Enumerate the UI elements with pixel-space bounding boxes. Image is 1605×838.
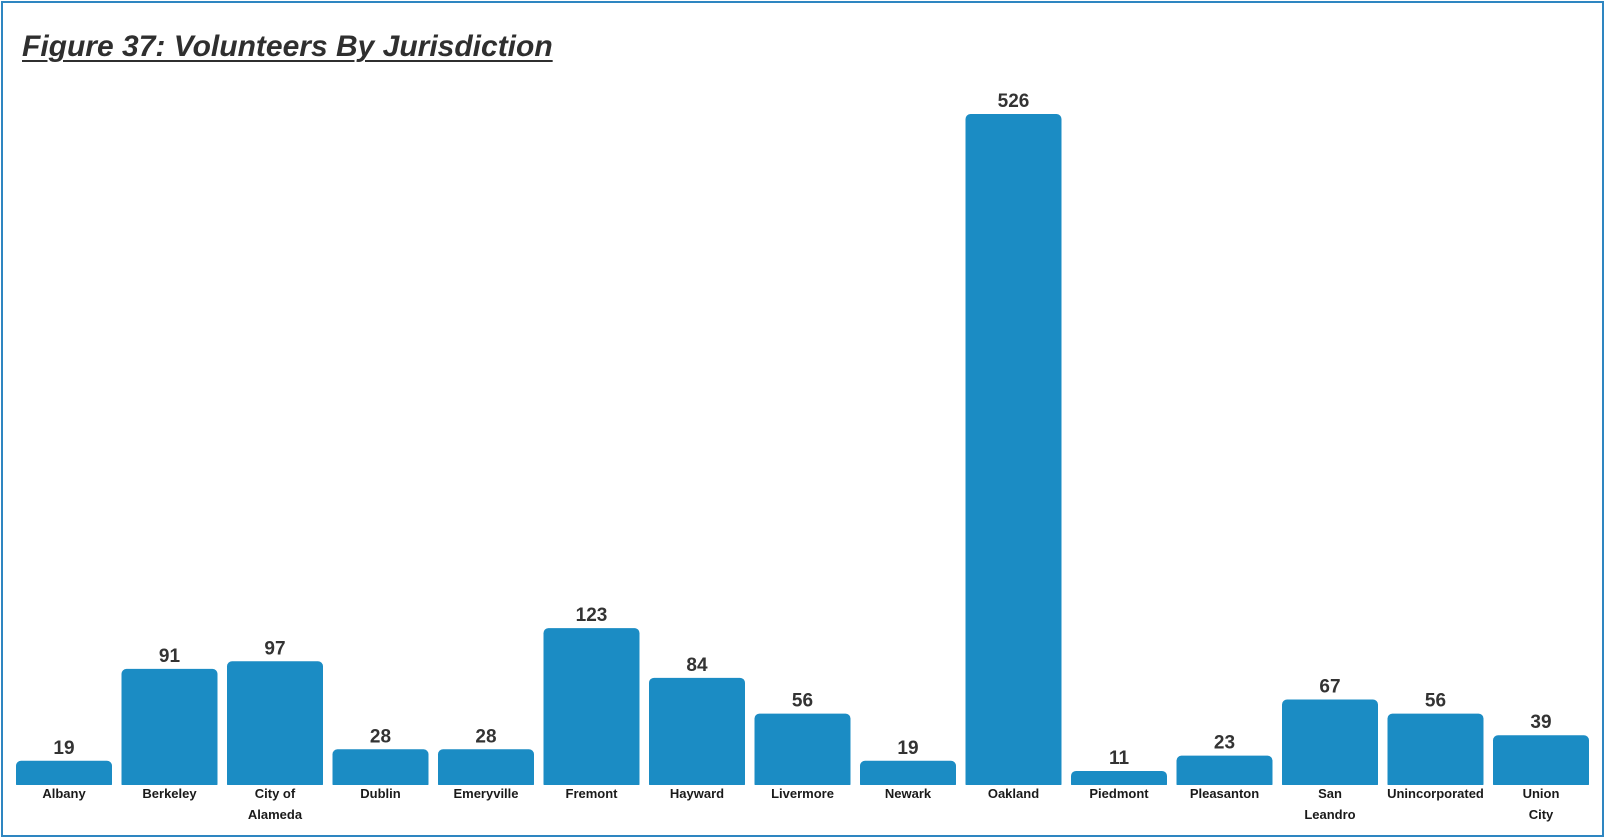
data-label-7: 56 xyxy=(792,691,813,712)
bar-9 xyxy=(965,114,1062,789)
bar-0 xyxy=(16,760,112,789)
bar-7 xyxy=(754,713,851,789)
chart-title: Figure 37: Volunteers By Jurisdiction xyxy=(22,30,553,63)
bar-6 xyxy=(649,677,745,789)
category-label-4: Emeryville xyxy=(453,786,518,801)
data-label-4: 28 xyxy=(475,726,496,747)
data-label-3: 28 xyxy=(370,726,391,747)
bar-8 xyxy=(860,760,956,789)
category-label-12: San Leandro xyxy=(1304,786,1355,822)
data-label-10: 11 xyxy=(1109,748,1130,769)
bar-12 xyxy=(1282,699,1378,789)
bar-3 xyxy=(332,749,429,789)
category-label-9: Oakland xyxy=(988,786,1039,801)
bar-4 xyxy=(438,749,534,789)
data-label-14: 39 xyxy=(1530,712,1551,733)
bar-5 xyxy=(543,628,640,789)
data-label-12: 67 xyxy=(1319,677,1340,698)
bar-11 xyxy=(1176,755,1273,789)
category-label-2: City of Alameda xyxy=(248,786,303,822)
bar-14 xyxy=(1493,735,1589,789)
data-label-13: 56 xyxy=(1425,691,1446,712)
data-label-11: 23 xyxy=(1214,733,1235,754)
category-label-5: Fremont xyxy=(566,786,619,801)
data-label-9: 526 xyxy=(998,91,1030,112)
category-label-1: Berkeley xyxy=(142,786,197,801)
category-label-8: Newark xyxy=(885,786,932,801)
bar-13 xyxy=(1387,713,1484,789)
category-label-6: Hayward xyxy=(670,786,724,801)
category-label-3: Dublin xyxy=(360,786,400,801)
category-label-14: Union City xyxy=(1523,786,1560,822)
bar-10 xyxy=(1071,770,1167,789)
data-label-2: 97 xyxy=(264,638,285,659)
label-band xyxy=(4,785,1597,831)
data-label-0: 19 xyxy=(53,738,74,759)
data-label-1: 91 xyxy=(159,646,181,667)
category-label-0: Albany xyxy=(42,786,86,801)
data-label-6: 84 xyxy=(686,655,708,676)
category-label-13: Unincorporated xyxy=(1387,786,1484,801)
category-label-7: Livermore xyxy=(771,786,834,801)
category-label-10: Piedmont xyxy=(1089,786,1149,801)
bar-1 xyxy=(121,668,218,789)
category-label-11: Pleasanton xyxy=(1190,786,1259,801)
data-label-5: 123 xyxy=(576,605,608,626)
bar-2 xyxy=(227,661,323,789)
data-label-8: 19 xyxy=(897,738,918,759)
